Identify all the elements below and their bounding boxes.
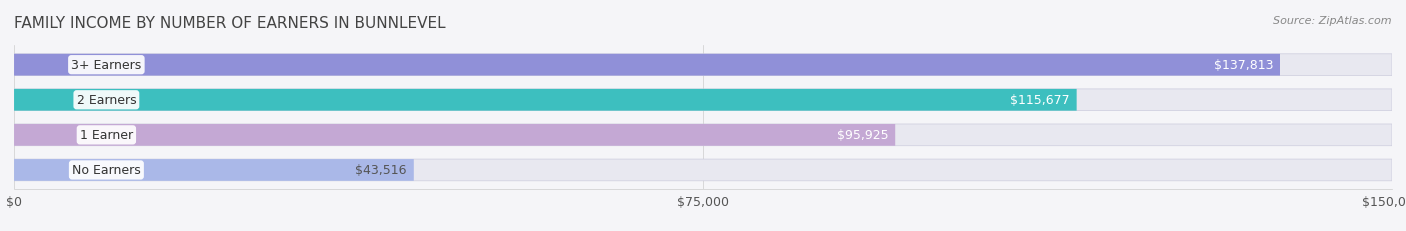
FancyBboxPatch shape (14, 159, 413, 181)
FancyBboxPatch shape (14, 90, 1392, 111)
Text: 1 Earner: 1 Earner (80, 129, 134, 142)
FancyBboxPatch shape (14, 55, 1279, 76)
FancyBboxPatch shape (14, 159, 1392, 181)
Text: 3+ Earners: 3+ Earners (72, 59, 142, 72)
Text: 2 Earners: 2 Earners (76, 94, 136, 107)
FancyBboxPatch shape (14, 55, 1392, 76)
Text: $115,677: $115,677 (1010, 94, 1070, 107)
Text: $95,925: $95,925 (837, 129, 889, 142)
FancyBboxPatch shape (14, 90, 1077, 111)
Text: FAMILY INCOME BY NUMBER OF EARNERS IN BUNNLEVEL: FAMILY INCOME BY NUMBER OF EARNERS IN BU… (14, 16, 446, 31)
Text: $43,516: $43,516 (356, 164, 406, 177)
Text: $137,813: $137,813 (1213, 59, 1272, 72)
Text: Source: ZipAtlas.com: Source: ZipAtlas.com (1274, 16, 1392, 26)
FancyBboxPatch shape (14, 125, 896, 146)
Text: No Earners: No Earners (72, 164, 141, 177)
FancyBboxPatch shape (14, 125, 1392, 146)
